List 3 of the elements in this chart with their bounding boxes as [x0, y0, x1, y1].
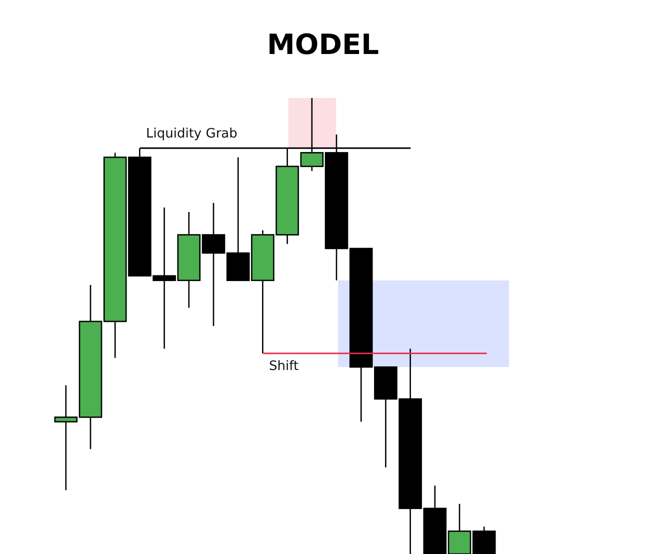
ref-line-label: Shift — [269, 358, 299, 374]
chart-title: MODEL — [266, 28, 380, 61]
ref-line-label: Liquidity Grab — [146, 126, 238, 142]
